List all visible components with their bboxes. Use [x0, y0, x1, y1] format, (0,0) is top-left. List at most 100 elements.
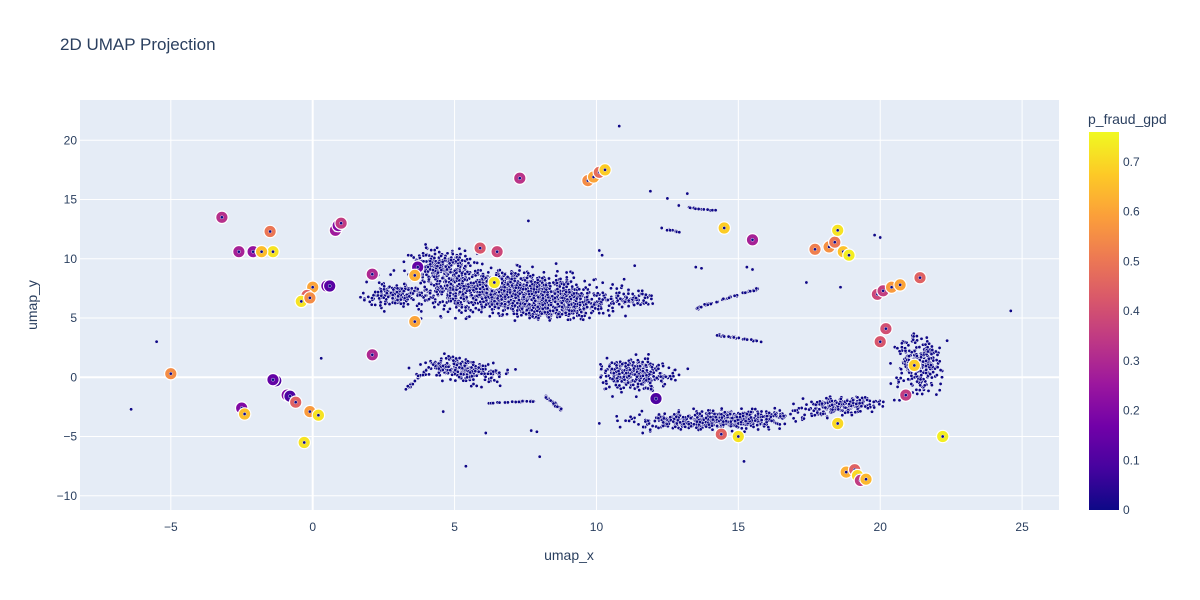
- scatter-point[interactable]: [463, 305, 468, 310]
- scatter-point[interactable]: [610, 394, 615, 399]
- scatter-point[interactable]: [674, 414, 679, 419]
- highlighted-point[interactable]: [215, 210, 229, 225]
- scatter-point[interactable]: [626, 363, 631, 367]
- scatter-point[interactable]: [928, 363, 933, 368]
- scatter-point[interactable]: [387, 302, 392, 307]
- scatter-point[interactable]: [615, 418, 620, 423]
- scatter-point[interactable]: [623, 418, 628, 423]
- scatter-point[interactable]: [441, 409, 446, 414]
- scatter-point[interactable]: [484, 291, 489, 295]
- scatter-point[interactable]: [641, 298, 646, 303]
- scatter-point[interactable]: [509, 277, 514, 282]
- highlighted-point[interactable]: [297, 435, 311, 450]
- scatter-point[interactable]: [812, 413, 817, 418]
- scatter-point[interactable]: [510, 307, 515, 312]
- scatter-point[interactable]: [418, 362, 423, 367]
- scatter-point[interactable]: [744, 265, 749, 270]
- highlighted-point[interactable]: [935, 429, 950, 444]
- scatter-point[interactable]: [492, 304, 497, 309]
- scatter-point[interactable]: [480, 367, 485, 372]
- scatter-point[interactable]: [508, 290, 513, 295]
- scatter-point[interactable]: [714, 300, 719, 305]
- scatter-point[interactable]: [463, 308, 468, 313]
- scatter-point[interactable]: [706, 422, 711, 427]
- scatter-point[interactable]: [500, 312, 505, 317]
- scatter-point[interactable]: [743, 419, 748, 424]
- scatter-point[interactable]: [481, 274, 486, 279]
- scatter-point[interactable]: [823, 405, 828, 410]
- scatter-point[interactable]: [510, 301, 515, 306]
- scatter-point[interactable]: [453, 294, 458, 299]
- scatter-point[interactable]: [457, 308, 462, 313]
- scatter-point[interactable]: [637, 388, 642, 393]
- scatter-point[interactable]: [614, 414, 619, 419]
- scatter-point[interactable]: [600, 280, 605, 285]
- scatter-point[interactable]: [497, 290, 502, 294]
- scatter-point[interactable]: [704, 424, 709, 429]
- scatter-point[interactable]: [587, 315, 592, 320]
- scatter-point[interactable]: [877, 402, 882, 407]
- scatter-point[interactable]: [838, 285, 843, 290]
- scatter-point[interactable]: [759, 418, 764, 423]
- highlighted-point[interactable]: [873, 334, 887, 349]
- scatter-point[interactable]: [468, 257, 473, 261]
- scatter-point[interactable]: [820, 401, 824, 406]
- scatter-point[interactable]: [640, 291, 645, 296]
- scatter-point[interactable]: [888, 381, 893, 386]
- highlighted-point[interactable]: [714, 427, 729, 441]
- scatter-point[interactable]: [469, 365, 474, 370]
- scatter-point[interactable]: [447, 261, 452, 266]
- scatter-point[interactable]: [458, 372, 463, 376]
- scatter-point[interactable]: [529, 308, 534, 313]
- scatter-point[interactable]: [937, 388, 942, 393]
- scatter-point[interactable]: [527, 302, 532, 307]
- scatter-point[interactable]: [566, 317, 570, 322]
- scatter-point[interactable]: [627, 418, 632, 423]
- scatter-point[interactable]: [474, 286, 479, 291]
- scatter-point[interactable]: [574, 296, 579, 301]
- scatter-point[interactable]: [498, 383, 503, 388]
- scatter-point[interactable]: [748, 289, 753, 294]
- scatter-point[interactable]: [552, 291, 557, 296]
- scatter-point[interactable]: [447, 276, 452, 281]
- scatter-point[interactable]: [464, 316, 468, 321]
- scatter-point[interactable]: [678, 427, 683, 432]
- scatter-point[interactable]: [441, 307, 446, 312]
- scatter-point[interactable]: [463, 254, 468, 259]
- scatter-point[interactable]: [564, 270, 569, 275]
- scatter-point[interactable]: [536, 316, 541, 320]
- scatter-point[interactable]: [428, 262, 433, 267]
- highlighted-point[interactable]: [322, 279, 337, 293]
- scatter-point[interactable]: [922, 383, 927, 388]
- scatter-point[interactable]: [906, 377, 911, 382]
- scatter-point[interactable]: [391, 287, 396, 292]
- scatter-point[interactable]: [510, 399, 515, 404]
- scatter-point[interactable]: [456, 274, 461, 278]
- scatter-point[interactable]: [383, 301, 388, 306]
- scatter-point[interactable]: [469, 300, 474, 305]
- scatter-point[interactable]: [447, 306, 452, 311]
- scatter-point[interactable]: [670, 371, 675, 376]
- scatter-point[interactable]: [699, 266, 704, 271]
- scatter-point[interactable]: [646, 377, 651, 382]
- scatter-point[interactable]: [726, 334, 731, 339]
- scatter-point[interactable]: [624, 295, 629, 300]
- scatter-point[interactable]: [743, 290, 748, 295]
- scatter-point[interactable]: [928, 372, 933, 377]
- scatter-point[interactable]: [605, 298, 610, 302]
- scatter-point[interactable]: [567, 290, 572, 295]
- scatter-point[interactable]: [719, 415, 724, 420]
- scatter-point[interactable]: [791, 401, 796, 406]
- scatter-point[interactable]: [445, 251, 450, 256]
- scatter-point[interactable]: [577, 287, 582, 292]
- scatter-point[interactable]: [705, 207, 710, 212]
- scatter-point[interactable]: [406, 302, 410, 307]
- scatter-point[interactable]: [686, 422, 691, 427]
- scatter-point[interactable]: [462, 277, 467, 282]
- scatter-point[interactable]: [479, 371, 484, 376]
- scatter-point[interactable]: [484, 283, 489, 288]
- scatter-point[interactable]: [474, 383, 479, 388]
- scatter-point[interactable]: [710, 427, 715, 432]
- scatter-point[interactable]: [510, 283, 514, 288]
- scatter-point[interactable]: [520, 306, 525, 311]
